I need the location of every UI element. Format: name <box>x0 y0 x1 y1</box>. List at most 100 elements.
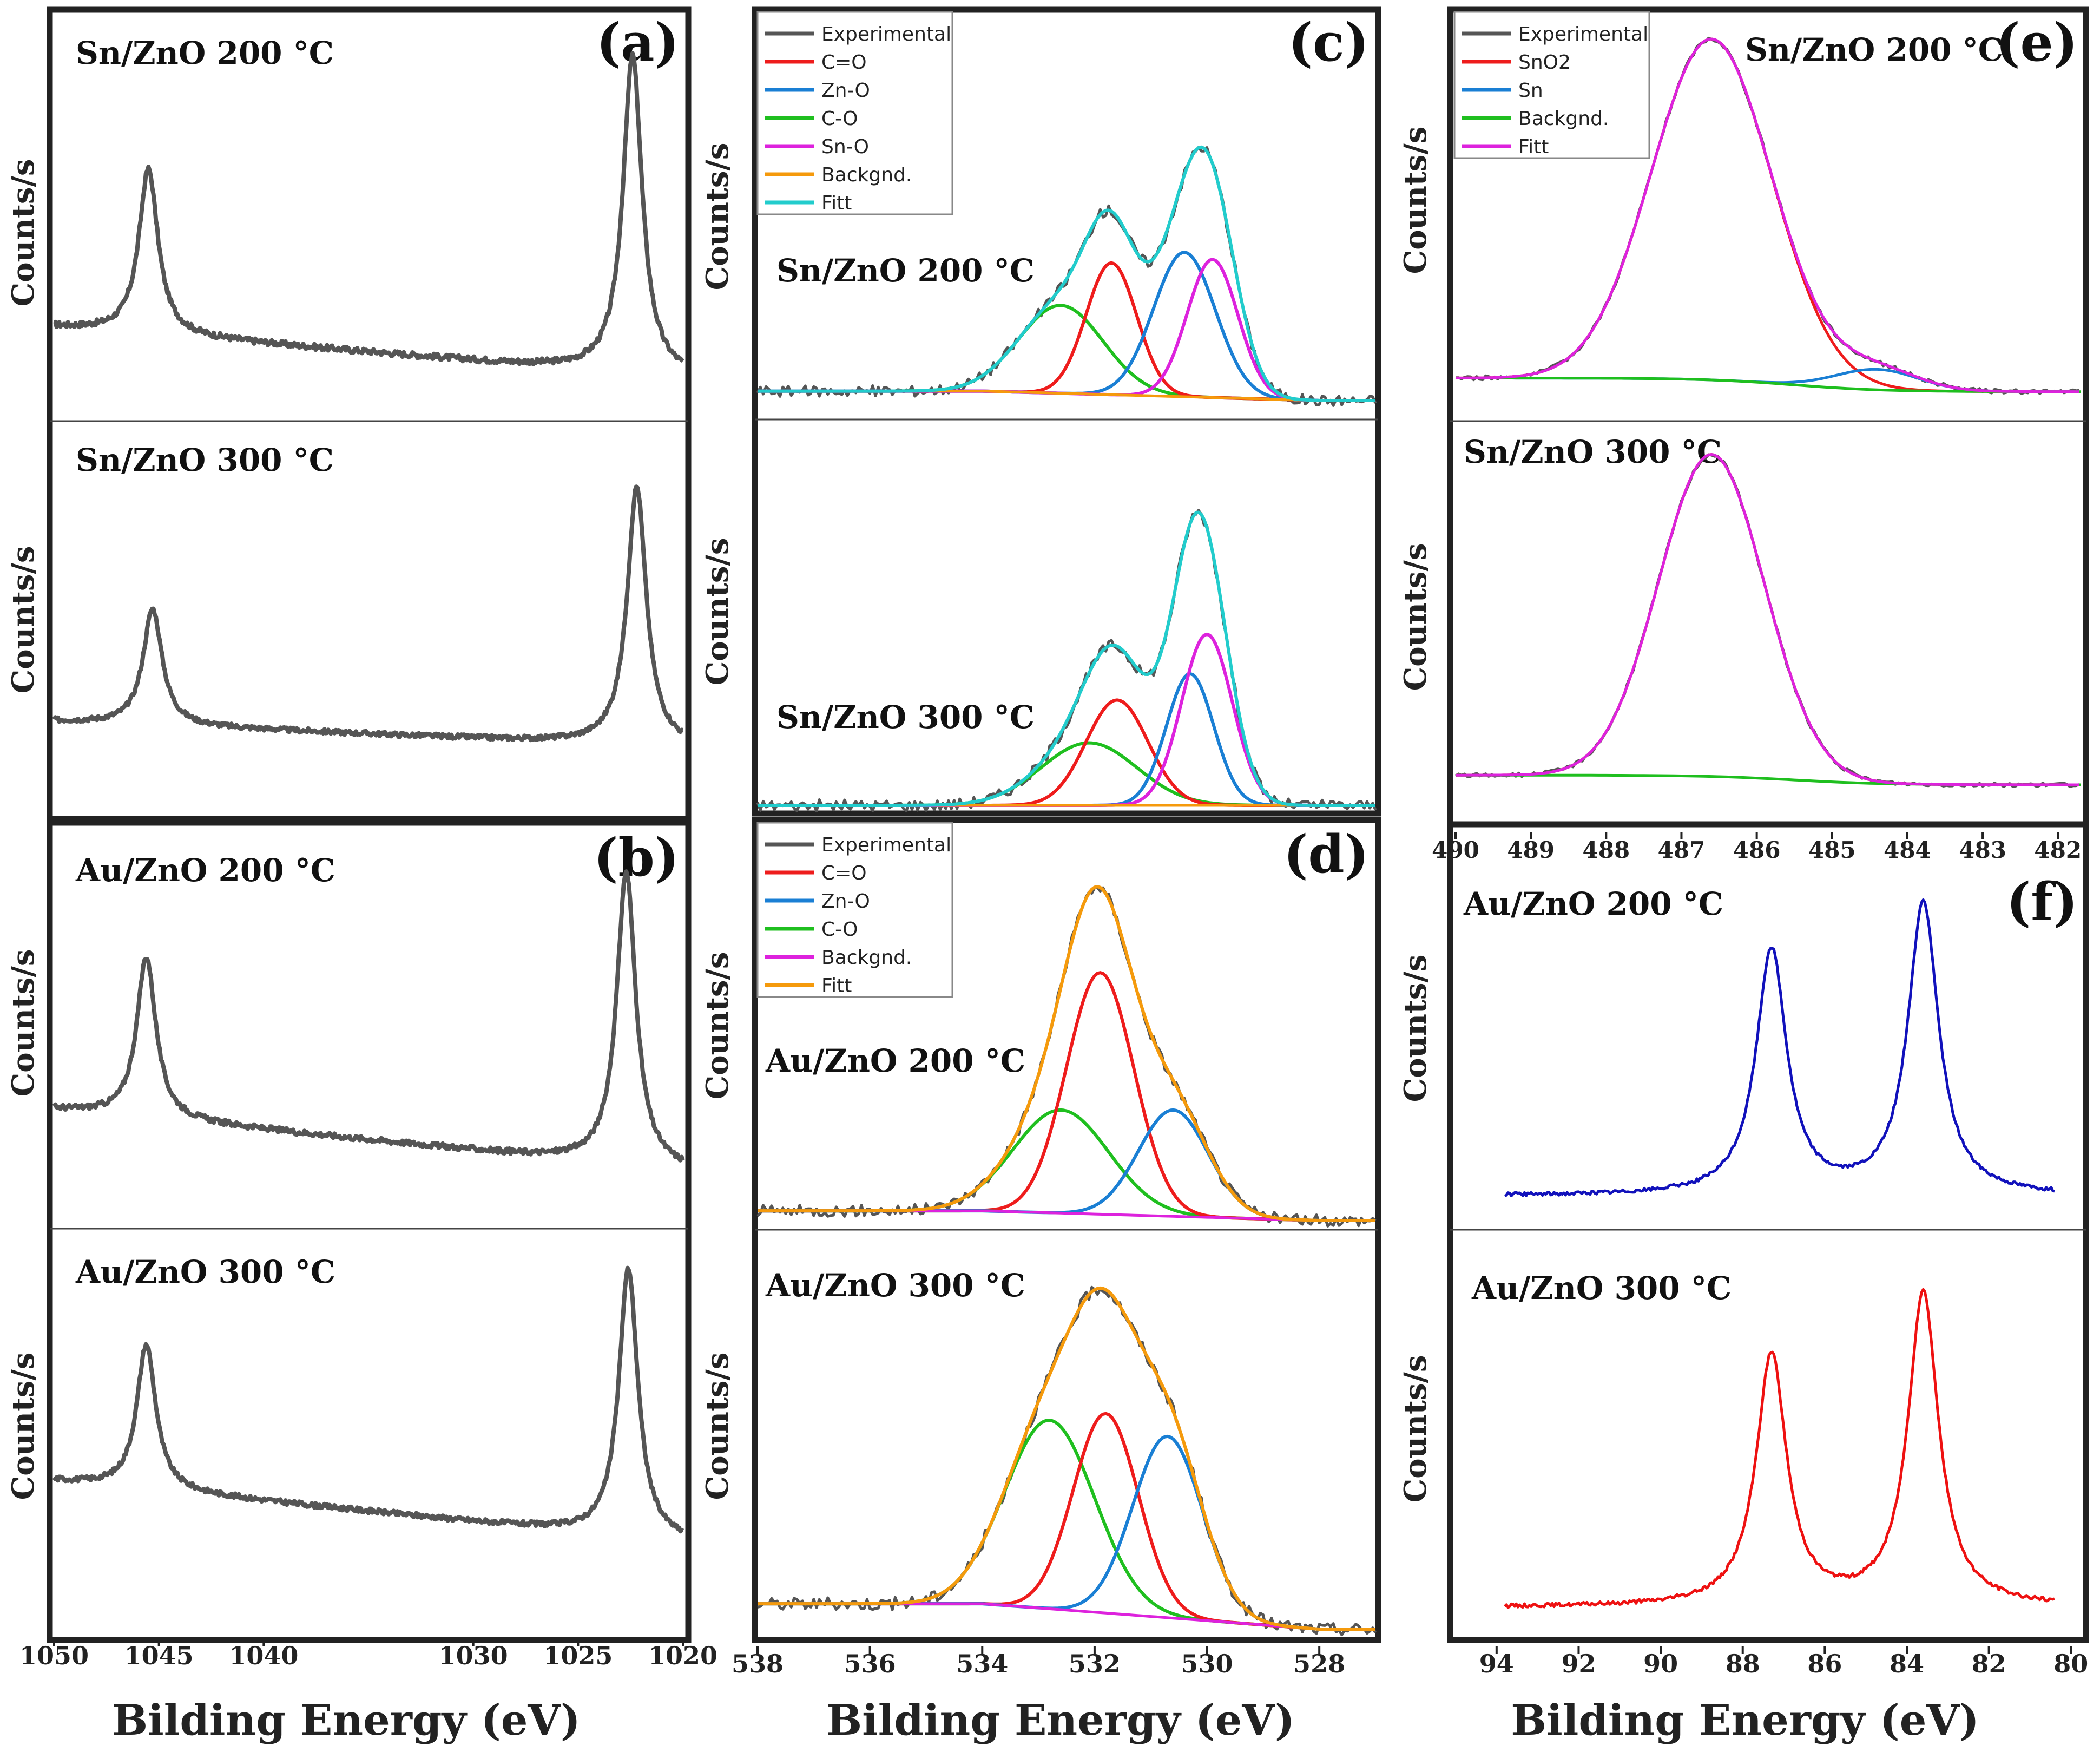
panel-e-x-tick-label: 482 <box>2034 837 2082 863</box>
panel-d-top-c-o <box>758 971 1375 1222</box>
panel-e-legend-sn: Sn <box>1518 80 1543 102</box>
panel-f-top-ylabel: Counts/s <box>1398 955 1433 1103</box>
panel-f-bottom-spectrum <box>1504 1288 2055 1609</box>
panel-a-top-spectrum <box>53 51 684 366</box>
panel-d-top-fit <box>758 885 1375 1222</box>
panel-e-letter: (e) <box>1996 12 2078 73</box>
panel-e-bottom-ylabel: Counts/s <box>1398 543 1433 691</box>
panel-d-legend-fitt: Fitt <box>821 975 852 997</box>
panel-d-legend-c-o: C-O <box>821 918 858 941</box>
panel-b-x-tick-label: 1045 <box>124 1641 194 1670</box>
panel-e-x-tick-label: 486 <box>1733 837 1781 863</box>
legends: Experimental C=O Zn-O C-O Sn-O Backgnd. Fitt Ex… <box>756 11 1650 998</box>
panel-c-bottom-experimental <box>756 509 1377 812</box>
panel-d-top-ylabel: Counts/s <box>700 952 735 1100</box>
panel-c-bottom-label: Sn/ZnO 300 °C <box>776 699 1035 736</box>
panel-c-legend-c-o: C-O <box>821 108 858 130</box>
panel-d-bottom-zn-o <box>758 1434 1375 1631</box>
panel-f-x-tick-label: 88 <box>1726 1649 1760 1678</box>
panel-a-bottom-label: Sn/ZnO 300 °C <box>76 442 334 478</box>
panel-d-x-tick-label: 538 <box>732 1649 784 1678</box>
panel-d-bottom-c-o <box>758 1412 1375 1631</box>
panel-f-x-tick-label: 90 <box>1643 1649 1678 1678</box>
panel-e-x-tick-label: 489 <box>1507 837 1555 863</box>
panel-b-x-tick-label: 1040 <box>229 1641 298 1670</box>
panel-c-legend-c-o: C=O <box>821 51 867 74</box>
panel-f-top-label: Au/ZnO 200 °C <box>1463 885 1723 922</box>
panel-b-top-ylabel: Counts/s <box>5 949 41 1097</box>
panel-d-bottom-c-o <box>758 1419 1375 1631</box>
panel-a-top-ylabel: Counts/s <box>5 159 41 307</box>
panel-e-legend-backgnd-: Backgnd. <box>1518 108 1609 130</box>
panel-f-x-tick-label: 80 <box>2053 1649 2088 1678</box>
panel-f-bottom-label: Au/ZnO 300 °C <box>1471 1270 1732 1307</box>
panel-f-x-tick-label: 84 <box>1890 1649 1924 1678</box>
panel-e-bottom-experimental <box>1454 453 2080 788</box>
panel-e-x-tick-label: 487 <box>1658 837 1706 863</box>
panel-d-legend-c-o: C=O <box>821 862 867 884</box>
panel-f-x-tick-label: 82 <box>1972 1649 2006 1678</box>
panel-a-bottom-ylabel: Counts/s <box>5 546 41 694</box>
panel-d-top-zn-o <box>758 1108 1375 1222</box>
panel-f-frame <box>1447 821 2089 1643</box>
panel-b-bottom-ylabel: Counts/s <box>5 1353 41 1500</box>
panel-b-bottom-spectrum <box>52 1265 684 1534</box>
panel-e-bottom-label: Sn/ZnO 300 °C <box>1464 434 1722 470</box>
panel-c-bottom-c-o <box>758 741 1375 807</box>
panel-e-x-tick-label: 483 <box>1959 837 2006 863</box>
panel-b-letter: (b) <box>594 827 679 888</box>
panel-d-bottom-label: Au/ZnO 300 °C <box>765 1267 1025 1304</box>
panel-d-legend-experimental: Experimental <box>821 834 951 856</box>
panel-b-top-spectrum <box>52 869 685 1163</box>
panel-e-top-ylabel: Counts/s <box>1398 127 1433 274</box>
panel-e-top-label: Sn/ZnO 200 °C <box>1745 31 2003 68</box>
panel-e-x-tick-label: 484 <box>1884 837 1931 863</box>
panel-e-bottom-fit <box>1456 453 2079 786</box>
panel-c-bottom-fit <box>758 510 1375 807</box>
panel-c-top-ylabel: Counts/s <box>700 143 735 291</box>
panel-c-top-c-o <box>758 304 1375 402</box>
panel-c-legend-experimental: Experimental <box>821 23 951 45</box>
panel-b-x-tick-label: 1030 <box>439 1641 508 1670</box>
panel-c-legend-backgnd-: Backgnd. <box>821 164 912 186</box>
panel-a-top-label: Sn/ZnO 200 °C <box>76 35 334 71</box>
panel-b-x-tick-label: 1020 <box>648 1641 717 1670</box>
panel-a-bottom-spectrum <box>52 484 684 743</box>
panel-f-bottom-ylabel: Counts/s <box>1398 1355 1433 1503</box>
panel-e-legend-fitt: Fitt <box>1518 136 1549 158</box>
panel-b-x-tick-label: 1050 <box>19 1641 89 1670</box>
panel-c-bottom-ylabel: Counts/s <box>700 538 735 686</box>
panel-e-x-tick-label: 490 <box>1432 837 1479 863</box>
panel-b-x-tick-label: 1025 <box>543 1641 613 1670</box>
panel-d-x-tick-label: 528 <box>1293 1649 1345 1678</box>
panel-e-top-fit <box>1456 37 2079 393</box>
panel-b-top-label: Au/ZnO 200 °C <box>75 852 335 889</box>
panel-d-bottom-fit <box>758 1286 1375 1631</box>
axis-ticks: 1050 1045 1040 1030 1025 1020 538 536 534 532 530 5… <box>19 832 2088 1678</box>
panel-f-x-tick-label: 86 <box>1807 1649 1842 1678</box>
panel-d-top-c-o <box>758 1108 1375 1222</box>
panel-f-top-spectrum <box>1504 898 2055 1197</box>
x-axis-title-right: Bilding Energy (eV) <box>1511 1696 1979 1745</box>
panel-d-letter: (d) <box>1283 824 1369 885</box>
panel-f-x-tick-label: 94 <box>1479 1649 1514 1678</box>
panel-c-top-label: Sn/ZnO 200 °C <box>776 252 1035 289</box>
spectra-curves <box>52 36 2081 1637</box>
panel-c-legend-zn-o: Zn-O <box>821 80 870 102</box>
panel-d-x-tick-label: 536 <box>844 1649 896 1678</box>
panel-d-legend-box <box>756 822 953 998</box>
panel-c-top-fit <box>758 145 1375 402</box>
panel-e-x-tick-label: 485 <box>1808 837 1856 863</box>
panel-f-x-tick-label: 92 <box>1561 1649 1596 1678</box>
panel-e-legend-box <box>1453 11 1650 159</box>
panel-b-bottom-label: Au/ZnO 300 °C <box>75 1254 335 1290</box>
panel-c-letter: (c) <box>1288 12 1369 73</box>
panel-d-x-tick-label: 532 <box>1069 1649 1121 1678</box>
panel-f-letter: (f) <box>2006 871 2078 933</box>
panel-c-legend-box <box>756 11 953 215</box>
panel-e-bottom-sno2 <box>1456 453 2079 786</box>
panel-e-x-tick-label: 488 <box>1582 837 1630 863</box>
panel-e-legend-experimental: Experimental <box>1518 23 1648 45</box>
panel-a-frame <box>47 6 692 822</box>
